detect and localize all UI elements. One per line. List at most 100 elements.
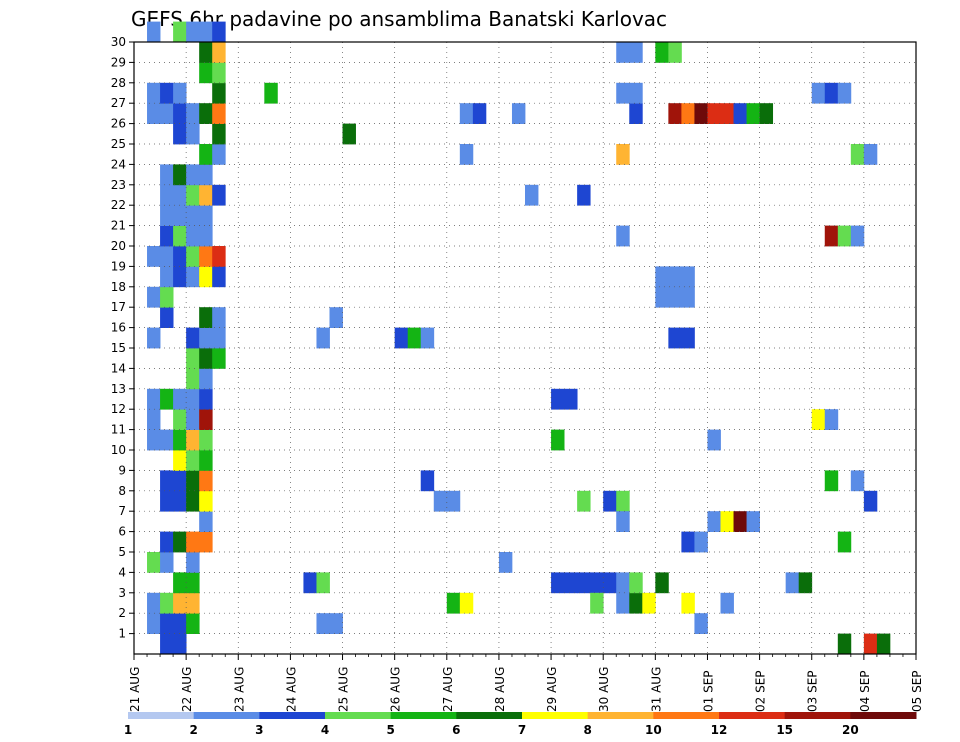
precip-cell [655,572,669,594]
y-tick-label: 2 [118,606,126,620]
precip-cell [876,633,891,655]
precip-cell [199,470,213,492]
precip-cell [824,470,839,492]
precip-cell [212,62,226,84]
y-tick-label: 10 [111,443,126,457]
legend-label: 3 [255,723,263,737]
precip-cell [212,266,226,288]
precip-cell [147,613,161,634]
precip-cell [577,572,591,594]
precip-cell [446,490,461,512]
precip-cell [316,613,330,634]
precip-cell [564,388,578,410]
precip-cell [798,572,813,594]
precip-cell [199,266,213,288]
x-tick-label: 04 SEP [858,670,872,712]
precip-cell [199,511,213,532]
precip-cell [186,225,200,247]
y-tick-label: 19 [111,259,126,273]
y-tick-label: 27 [111,96,126,110]
precip-cell [186,246,200,267]
y-tick-label: 5 [118,545,126,559]
precip-cell [186,592,200,614]
precip-cell [173,266,187,288]
precip-cell [668,286,682,308]
precip-cell [420,327,435,349]
precip-cell [316,327,330,349]
legend-swatch [259,712,326,719]
precip-cell [681,592,695,614]
x-tick-label: 01 SEP [701,670,715,712]
legend-swatch [456,712,523,719]
precip-cell [212,348,226,369]
precip-cell [199,429,213,451]
precip-cell [147,103,161,124]
legend-swatch [784,712,851,719]
precip-cell [186,613,200,634]
precipitation-cells [147,21,891,655]
precip-cell [303,572,317,594]
x-tick-label: 30 AUG [597,667,611,712]
precip-cell [199,103,213,124]
precip-cell [720,103,734,124]
precip-cell [590,592,604,614]
y-tick-label: 6 [118,525,126,539]
precip-cell [173,572,187,594]
precip-cell [173,613,187,634]
precip-cell [824,82,839,104]
y-tick-label: 7 [118,504,126,518]
precip-cell [173,184,187,206]
precip-cell [186,409,200,430]
legend-label: 6 [452,723,460,737]
precip-cell [407,327,422,349]
precip-cell [459,144,474,165]
precip-cell [681,531,695,553]
precip-cell [160,164,174,186]
precip-cell [746,511,760,532]
precip-cell [681,266,695,288]
x-tick-label: 29 AUG [545,667,559,712]
x-tick-label: 02 SEP [754,670,768,712]
precip-cell [212,327,226,349]
precip-cell [199,490,213,512]
precip-cell [863,633,878,655]
precip-cell [160,490,174,512]
precip-cell [199,42,213,63]
precip-cell [147,21,161,43]
precip-cell [446,592,461,614]
precip-cell [655,266,669,288]
precip-cell [160,266,174,288]
precip-cell [212,103,226,124]
precip-cell [186,368,200,390]
legend-swatch [128,712,195,719]
precip-cell [551,572,565,594]
y-tick-label: 25 [111,137,126,151]
precip-cell [629,82,643,104]
precip-cell [160,531,174,553]
precip-cell [173,531,187,553]
precip-cell [616,225,630,247]
precip-cell [316,572,330,594]
precip-cell [160,286,174,308]
precip-cell [199,531,213,553]
y-tick-label: 18 [111,280,126,294]
precip-cell [173,450,187,471]
y-tick-label: 28 [111,76,126,90]
precip-cell [186,388,200,410]
precip-cell [199,62,213,84]
precip-cell [472,103,487,124]
precip-cell [160,184,174,206]
x-tick-label: 23 AUG [232,667,246,712]
y-tick-label: 12 [111,402,126,416]
precip-cell [199,327,213,349]
precip-cell [160,307,174,328]
legend-label: 2 [189,723,197,737]
legend-swatch [850,712,917,719]
precip-cell [498,552,513,573]
legend-label: 20 [842,723,859,737]
precip-cell [577,184,591,206]
precip-cell [551,388,565,410]
precip-cell [694,531,708,553]
precip-cell [850,144,865,165]
